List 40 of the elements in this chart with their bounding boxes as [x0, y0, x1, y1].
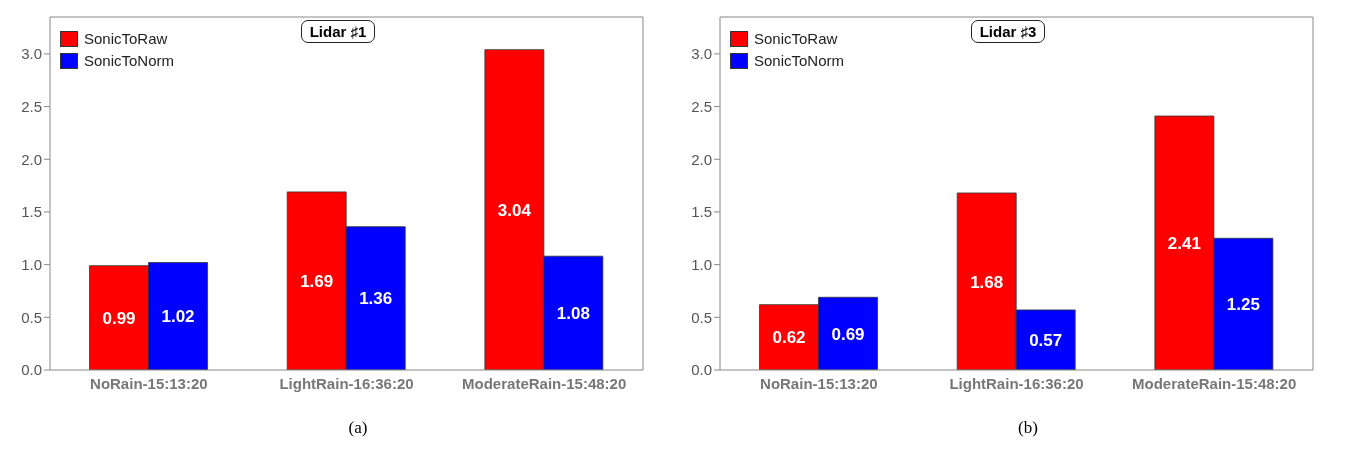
x-tick-label: ModerateRain-15:48:20 [462, 374, 627, 392]
x-tick-label: NoRain-15:13:20 [760, 374, 878, 392]
x-tick-label: LightRain-16:36:20 [949, 374, 1084, 392]
y-tick-label: 2.5 [691, 97, 712, 115]
y-tick-label: 1.5 [691, 203, 712, 221]
legend-label: SonicToNorm [84, 51, 175, 71]
x-tick-label: NoRain-15:13:20 [90, 374, 208, 392]
data-label: 1.69 [300, 271, 334, 291]
text: (b) [1017, 418, 1039, 438]
data-label: 0.69 [831, 324, 865, 344]
data-label: 3.04 [497, 200, 532, 220]
data-label: 0.62 [772, 328, 806, 348]
legend-label: SonicToNorm [754, 51, 845, 71]
legend-label: SonicToRaw [84, 29, 168, 49]
data-label: 1.25 [1226, 295, 1260, 315]
y-tick-label: 1.5 [21, 203, 42, 221]
data-label: 1.68 [970, 272, 1004, 292]
data-label: 0.99 [102, 308, 136, 328]
y-tick-label: 3.0 [691, 45, 712, 63]
text: (a) [347, 418, 369, 438]
data-label: 0.57 [1029, 331, 1063, 350]
y-tick-label: 1.0 [691, 255, 712, 273]
data-label: 1.02 [161, 307, 195, 327]
y-tick-label: 2.5 [21, 97, 42, 115]
legend-label: SonicToRaw [754, 29, 838, 49]
chart-title: Lidar ♯1 [300, 20, 376, 43]
data-label: 1.36 [359, 289, 393, 309]
y-tick-label: 2.0 [691, 150, 712, 168]
y-tick-label: 0.0 [21, 361, 42, 379]
y-tick-label: 0.5 [691, 308, 712, 326]
chart-title: Lidar ♯3 [970, 20, 1046, 43]
y-tick-label: 3.0 [21, 45, 42, 63]
y-tick-label: 2.0 [21, 150, 42, 168]
data-label: 1.08 [556, 304, 590, 324]
y-tick-label: 0.5 [21, 308, 42, 326]
y-tick-label: 0.0 [691, 361, 712, 379]
x-tick-label: LightRain-16:36:20 [279, 374, 414, 392]
y-tick-label: 1.0 [21, 255, 42, 273]
data-label: 2.41 [1167, 234, 1201, 254]
x-tick-label: ModerateRain-15:48:20 [1132, 374, 1297, 392]
